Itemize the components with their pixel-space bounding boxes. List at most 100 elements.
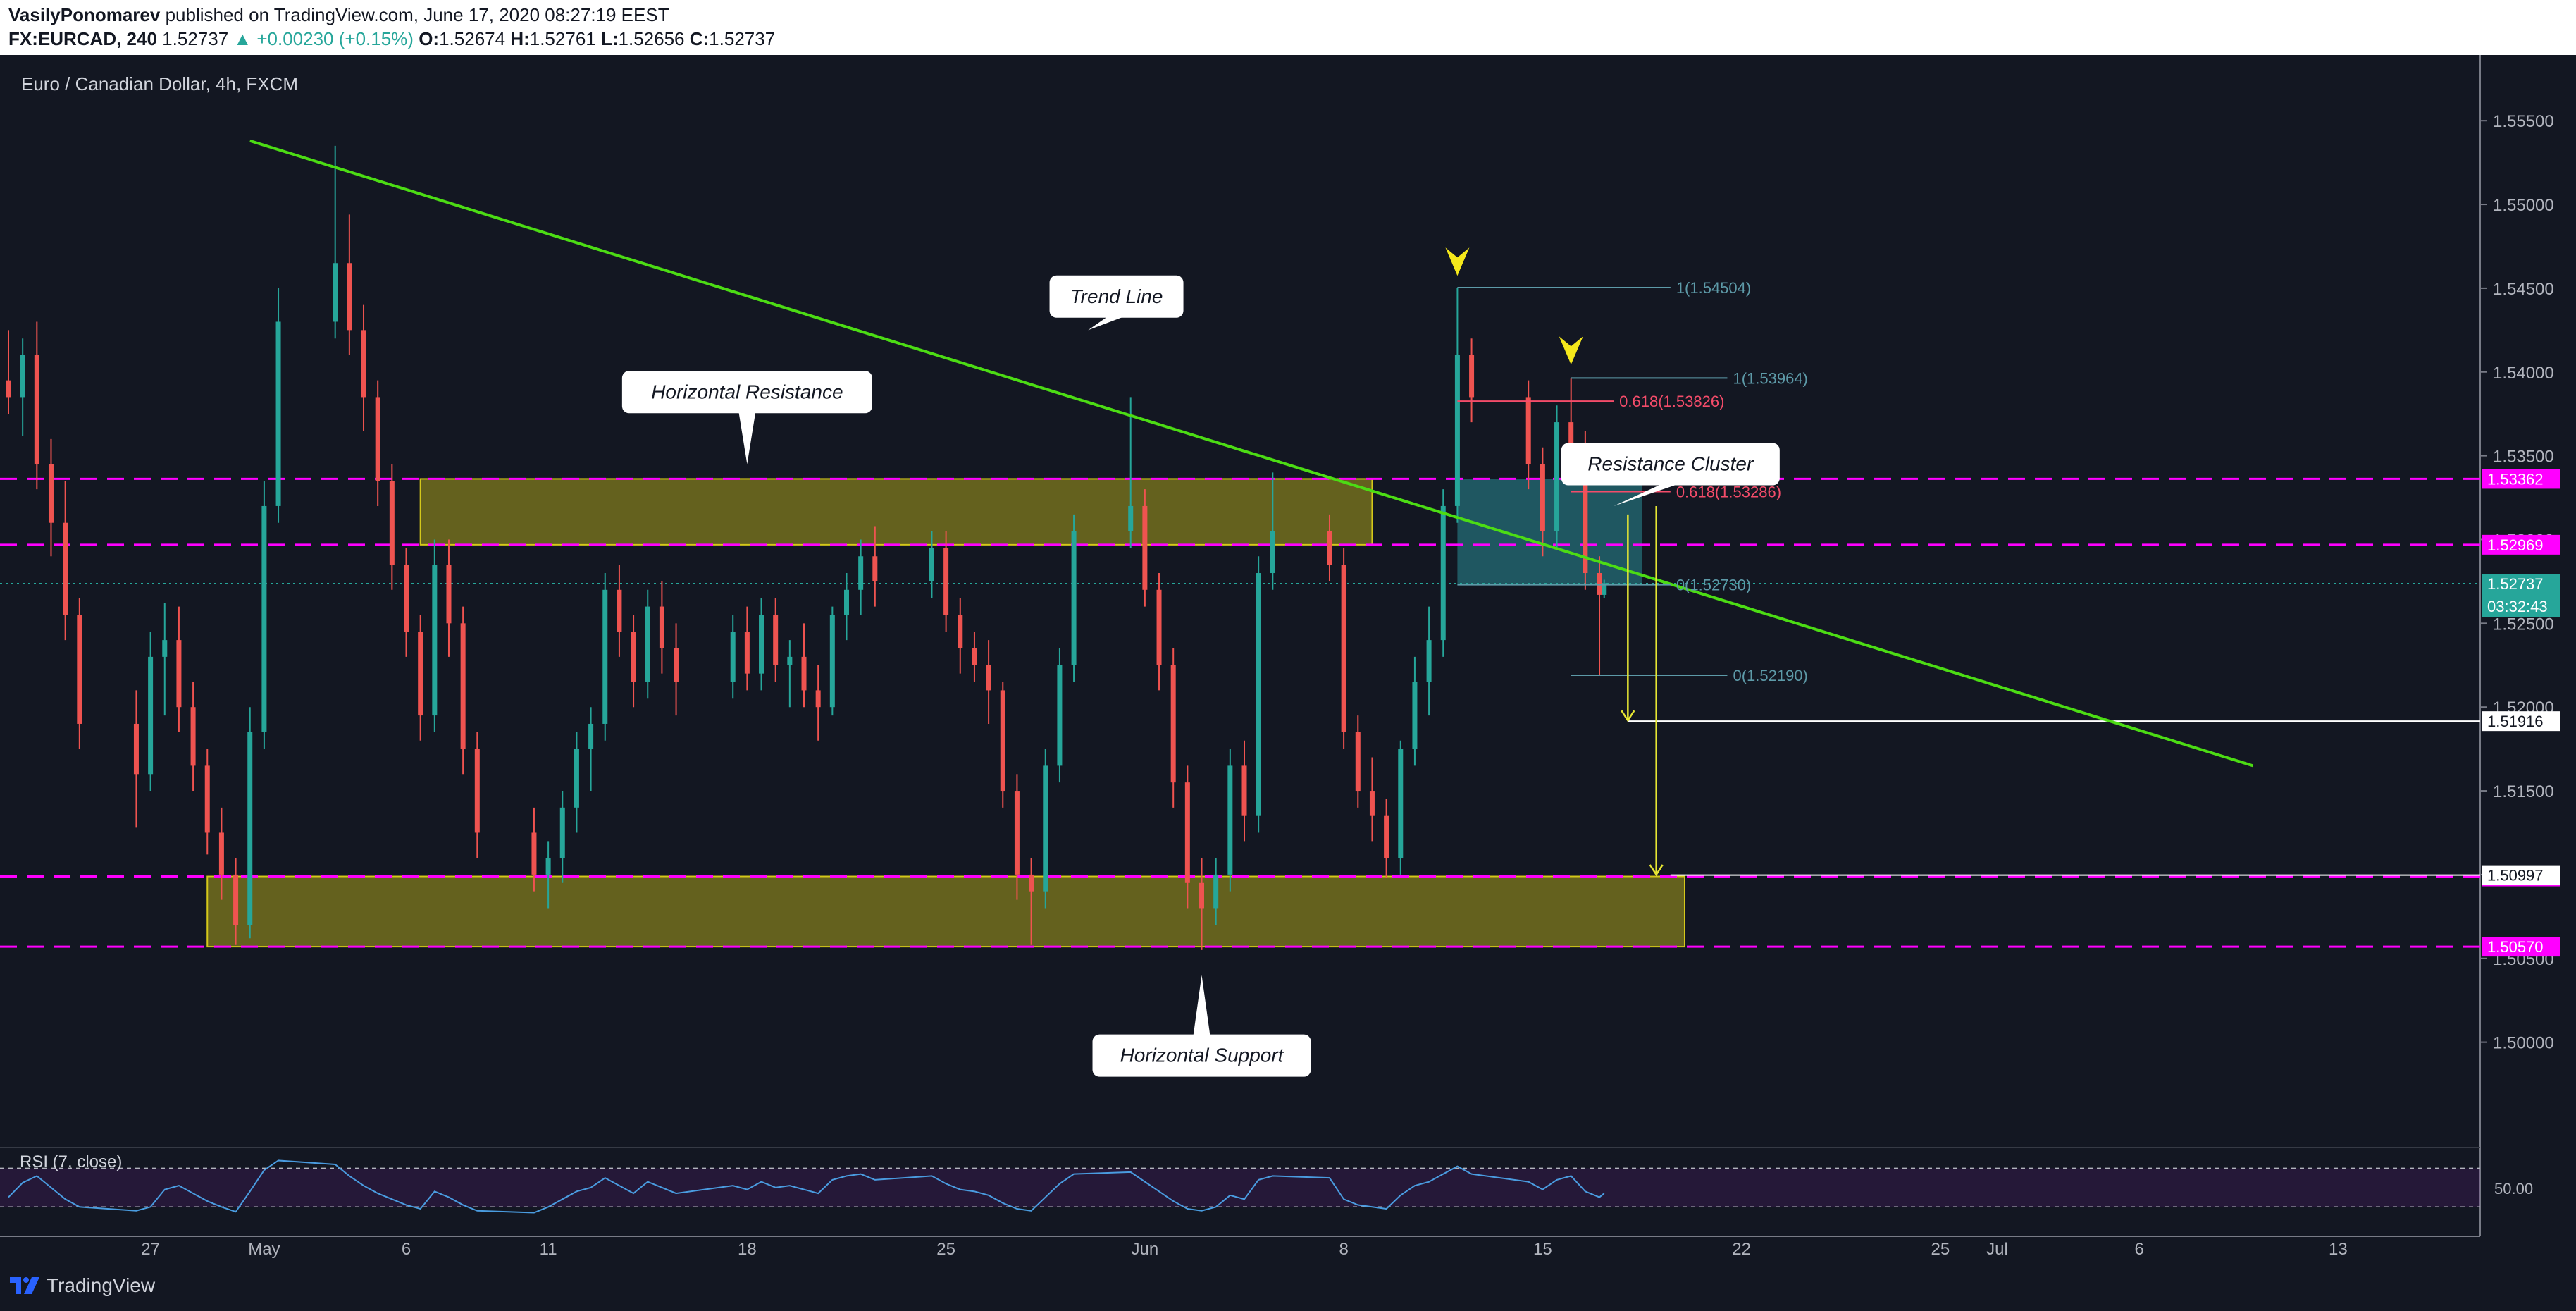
candle-body: [261, 505, 267, 732]
target-arrow-head: [1621, 710, 1635, 722]
candle-body: [474, 749, 480, 833]
candle-body: [545, 858, 551, 875]
open-label: O:: [419, 28, 440, 49]
time-axis-label: 6: [402, 1240, 411, 1259]
chart-background: [0, 55, 2576, 1263]
rsi-band: [0, 1168, 2480, 1207]
candle-body: [1014, 791, 1020, 875]
price-tick-label: 1.51500: [2493, 782, 2554, 801]
low-label: L:: [600, 28, 619, 49]
candle-body: [1597, 573, 1602, 595]
candle-body: [1341, 565, 1346, 732]
callout-box: [621, 371, 872, 414]
candle-body: [233, 874, 239, 925]
candle-body: [1043, 765, 1048, 892]
high-value: 1.52761: [529, 28, 596, 49]
candle-body: [631, 632, 636, 682]
candle-body: [460, 623, 466, 749]
price-tick-label: 1.55500: [2493, 112, 2554, 131]
callout-pointer: [1614, 484, 1679, 506]
candle-body: [218, 832, 224, 875]
target-price-badge-bg: [2482, 711, 2560, 732]
tradingview-brand: TradingView: [47, 1274, 156, 1296]
fib-level-label: 0.618(1.53286): [1676, 483, 1781, 500]
callout-box: [1561, 443, 1780, 486]
candle-body: [617, 589, 622, 632]
candle-body: [829, 615, 835, 708]
candle-body: [1554, 422, 1560, 531]
candle-body: [361, 330, 366, 398]
tradingview-logo-icon: [10, 1277, 39, 1294]
magenta-price-badge: 1.52969: [2487, 536, 2544, 554]
price-zone: [419, 478, 1373, 546]
price-chart[interactable]: 1.555001.550001.545001.540001.535001.530…: [0, 55, 2576, 1263]
close-value: 1.52737: [709, 28, 776, 49]
candle-body: [787, 656, 793, 665]
candle-body: [559, 807, 565, 858]
candle-body: [674, 648, 679, 682]
publisher-line: VasilyPonomarev published on TradingView…: [8, 4, 669, 26]
time-axis-label: Jun: [1132, 1240, 1159, 1259]
callout-label: Horizontal Resistance: [651, 381, 843, 402]
candle-body: [1241, 765, 1247, 816]
magenta-price-badge: 1.50570: [2487, 938, 2544, 956]
price-tick-label: 1.54000: [2493, 364, 2554, 383]
symbol-interval: FX:EURCAD, 240: [8, 28, 157, 49]
open-value: 1.52674: [439, 28, 506, 49]
candle-body: [333, 263, 338, 322]
candle-body: [347, 263, 352, 331]
candle-body: [744, 632, 750, 674]
time-axis-label: 6: [2134, 1240, 2143, 1259]
last-price-badge: 1.52737: [2487, 575, 2544, 593]
price-tick-label: 1.55000: [2493, 196, 2554, 215]
magenta-price-badge: 1.53362: [2487, 470, 2544, 488]
candle-body: [1227, 765, 1233, 875]
peak-marker-icon: [1559, 336, 1583, 365]
candle-body: [1355, 732, 1361, 792]
candle-body: [1170, 665, 1176, 783]
price-zone: [206, 875, 1685, 948]
rsi-label: RSI (7, close): [20, 1152, 122, 1171]
candle-body: [1469, 355, 1475, 398]
candle-body: [20, 355, 25, 398]
last-price-badge-bg: [2482, 573, 2560, 617]
candle-body: [1000, 690, 1005, 792]
chart-title: Euro / Canadian Dollar, 4h, FXCM: [21, 73, 299, 94]
candle-body: [204, 765, 210, 833]
candle-body: [1369, 791, 1375, 816]
candle-body: [418, 632, 423, 716]
callout-pointer: [1193, 975, 1210, 1036]
tradingview-logo[interactable]: TradingView: [8, 1274, 155, 1297]
time-axis-label: 22: [1732, 1240, 1751, 1259]
symbol-line: FX:EURCAD, 240 1.52737 ▲ +0.00230 (+0.15…: [8, 28, 775, 50]
rsi-line: [8, 1159, 1605, 1214]
time-axis-label: 11: [540, 1240, 557, 1259]
callout-pointer: [738, 412, 756, 464]
rsi-tick-label: 50.00: [2494, 1180, 2533, 1198]
time-axis-label: 25: [936, 1240, 955, 1259]
time-axis-label: 25: [1931, 1240, 1950, 1259]
target-price-badge: 1.50997: [2487, 867, 2544, 885]
candle-body: [148, 656, 154, 775]
candle-body: [133, 723, 139, 775]
candle-body: [1398, 749, 1404, 858]
candle-body: [389, 481, 395, 565]
target-arrow-head: [1649, 864, 1664, 877]
candle-body: [574, 749, 579, 808]
candle-body: [1384, 815, 1389, 858]
candle-body: [34, 355, 39, 464]
target-price-badge-bg: [2482, 865, 2560, 885]
author-name[interactable]: VasilyPonomarev: [8, 4, 161, 25]
callout-label: Resistance Cluster: [1587, 453, 1754, 475]
candle-body: [404, 565, 409, 632]
peak-marker-icon: [1445, 247, 1470, 276]
close-label: C:: [689, 28, 710, 49]
fib-level-label: 0(1.52730): [1676, 577, 1751, 594]
candle-body: [801, 656, 807, 691]
candle-body: [730, 632, 736, 682]
candle-body: [1057, 665, 1063, 766]
price-change: ▲ +0.00230 (+0.15%): [233, 28, 414, 49]
candle-body: [1156, 589, 1162, 665]
candle-body: [929, 548, 934, 581]
candle-body: [1568, 422, 1574, 456]
